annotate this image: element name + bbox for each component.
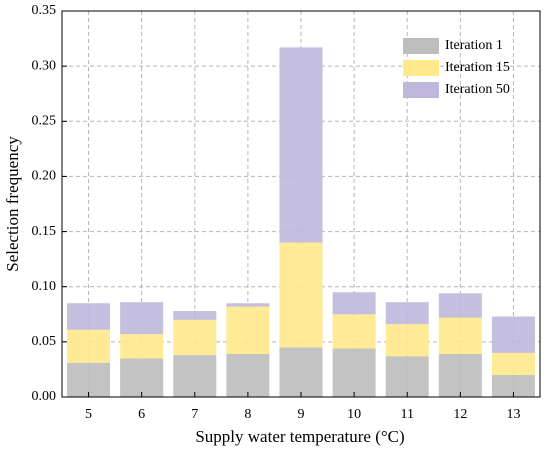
bar-segment (279, 347, 323, 397)
y-tick-label: 0.00 (32, 389, 57, 404)
bar-segment (491, 374, 535, 397)
x-tick-label: 6 (138, 407, 145, 422)
x-tick-label: 8 (244, 407, 251, 422)
x-tick-label: 5 (85, 407, 92, 422)
y-tick-label: 0.35 (32, 3, 57, 18)
bar-segment (385, 356, 429, 397)
bar-segment (438, 293, 482, 318)
bar-segment (173, 319, 217, 356)
bar-segment (226, 353, 270, 397)
bar-segment (120, 334, 164, 359)
bar-segment (120, 358, 164, 397)
x-tick-label: 11 (400, 407, 413, 422)
x-axis-label: Supply water temperature (°C) (195, 427, 404, 446)
x-tick-label: 12 (453, 407, 467, 422)
legend-label: Iteration 50 (445, 82, 510, 97)
bar-segment (120, 302, 164, 335)
plot-frame (61, 10, 541, 398)
bar-segment (332, 348, 376, 397)
bar-segment (332, 314, 376, 349)
bar-segment (173, 355, 217, 397)
bar-segment (226, 303, 270, 307)
bar-segment (332, 292, 376, 315)
x-tick-label: 7 (191, 407, 198, 422)
y-tick-label: 0.10 (32, 279, 57, 294)
bar-segment (67, 303, 111, 330)
bar-segment (438, 317, 482, 354)
bar-segment (385, 302, 429, 325)
bar-segment (438, 353, 482, 397)
x-tick-label: 9 (298, 407, 305, 422)
y-tick-label: 0.15 (32, 224, 57, 239)
legend-label: Iteration 15 (445, 60, 510, 75)
legend-swatch (403, 38, 439, 54)
bar-segment (385, 324, 429, 357)
legend-label: Iteration 1 (445, 38, 503, 53)
bar-segment (67, 329, 111, 363)
bar-segment (279, 242, 323, 348)
y-tick-label: 0.30 (32, 58, 57, 73)
bar-segment (491, 352, 535, 375)
y-axis-label: Selection frequency (3, 136, 22, 272)
bar-segment (173, 310, 217, 320)
bar-segment (67, 362, 111, 397)
y-tick-label: 0.20 (32, 169, 57, 184)
x-tick-label: 13 (506, 407, 520, 422)
y-tick-label: 0.25 (32, 114, 57, 129)
bar-segment (226, 306, 270, 354)
y-tick-label: 0.05 (32, 334, 57, 349)
legend-swatch (403, 60, 439, 76)
bar-segment (491, 316, 535, 353)
x-tick-label: 10 (347, 407, 361, 422)
legend-swatch (403, 82, 439, 98)
bar-segment (279, 47, 323, 243)
